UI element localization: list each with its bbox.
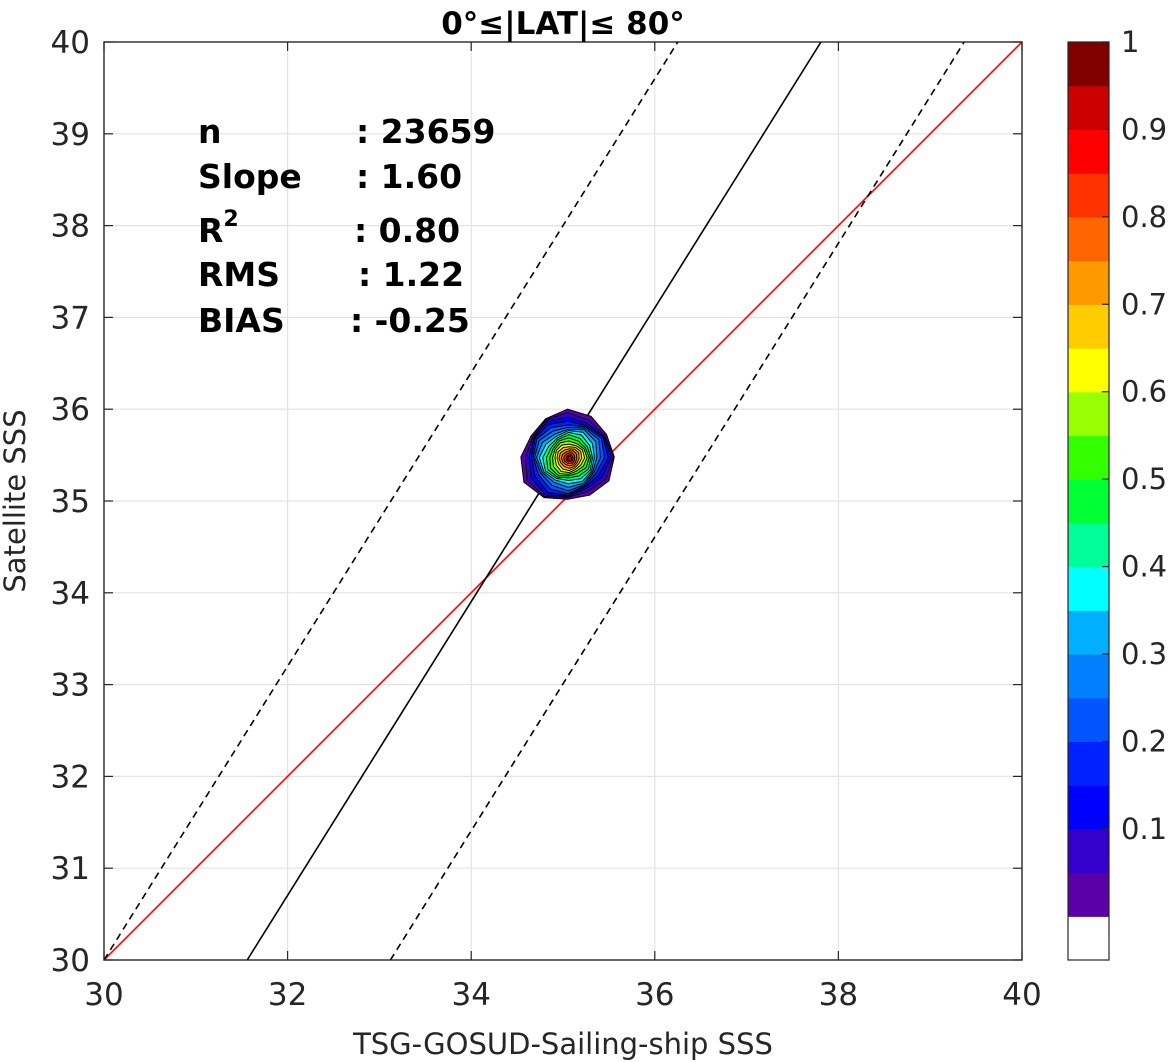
colorbar-swatch bbox=[1068, 85, 1109, 131]
contour-level-19 bbox=[567, 455, 573, 461]
stat-r2-superscript: 2 bbox=[223, 207, 238, 232]
colorbar-swatch bbox=[1068, 435, 1109, 480]
x-tick-label: 30 bbox=[84, 977, 123, 1013]
colorbar bbox=[1067, 41, 1110, 961]
colorbar-swatch bbox=[1068, 522, 1109, 568]
statistics-box: n : 23659 Slope : 1.60 R2 : 0.80 RMS : 1… bbox=[198, 112, 496, 340]
stat-r2-label: R2 bbox=[198, 207, 239, 250]
y-tick-label: 33 bbox=[51, 668, 90, 704]
stat-n-label: n bbox=[198, 112, 222, 151]
density-contours bbox=[520, 408, 615, 500]
colorbar-tick-label: 0.8 bbox=[1121, 200, 1167, 234]
colorbar-swatch bbox=[1068, 216, 1109, 262]
regression-lines bbox=[104, 42, 1022, 960]
colorbar-swatch bbox=[1068, 872, 1109, 917]
colorbar-swatch bbox=[1068, 348, 1109, 393]
colorbar-swatch bbox=[1068, 173, 1109, 218]
stat-slope-label: Slope bbox=[198, 157, 302, 196]
colorbar-tick-label: 0.5 bbox=[1121, 462, 1167, 496]
colorbar-swatch bbox=[1068, 610, 1109, 655]
x-tick-labels: 30 32 34 36 38 40 bbox=[84, 977, 1041, 1013]
y-axis-label: Satellite SSS bbox=[0, 409, 32, 592]
colorbar-swatch bbox=[1068, 391, 1109, 437]
colorbar-tick-label: 0.9 bbox=[1121, 112, 1167, 146]
colorbar-tick-label: 1 bbox=[1121, 25, 1139, 59]
y-tick-label: 34 bbox=[51, 576, 90, 612]
colorbar-swatch bbox=[1068, 129, 1109, 174]
y-tick-label: 30 bbox=[51, 943, 90, 979]
colorbar-tick-label: 0.7 bbox=[1121, 287, 1167, 321]
colorbar-swatch bbox=[1068, 566, 1109, 611]
colorbar-swatch bbox=[1068, 916, 1109, 961]
fit-lower-line bbox=[389, 42, 965, 960]
stat-r2-value: : 0.80 bbox=[354, 211, 460, 250]
colorbar-swatch bbox=[1068, 741, 1109, 786]
colorbar-swatch bbox=[1068, 479, 1109, 524]
y-tick-label: 40 bbox=[51, 25, 90, 61]
colorbar-swatch bbox=[1068, 304, 1109, 349]
colorbar-swatch bbox=[1068, 697, 1109, 743]
colorbar-tick-label: 0.6 bbox=[1121, 375, 1167, 409]
x-tick-label: 36 bbox=[635, 977, 674, 1013]
colorbar-tick-label: 0.4 bbox=[1121, 550, 1167, 584]
fit-upper-line bbox=[104, 42, 679, 960]
y-tick-label: 32 bbox=[51, 759, 90, 795]
stat-rms-value: : 1.22 bbox=[358, 255, 464, 294]
colorbar-tick-labels: 0.1 0.2 0.3 0.4 0.5 0.6 0.7 0.8 0.9 1 bbox=[1121, 25, 1167, 846]
y-tick-label: 39 bbox=[51, 117, 90, 153]
chart-title: 0°≤|LAT|≤ 80° bbox=[441, 6, 685, 42]
colorbar-swatch bbox=[1068, 828, 1109, 874]
y-tick-label: 36 bbox=[51, 392, 90, 428]
colorbar-swatch bbox=[1068, 785, 1109, 830]
x-tick-label: 34 bbox=[451, 977, 490, 1013]
stat-n-value: : 23659 bbox=[356, 112, 496, 151]
colorbar-swatch bbox=[1068, 260, 1109, 305]
stat-slope-value: : 1.60 bbox=[356, 157, 462, 196]
x-axis-label: TSG-GOSUD-Sailing-ship SSS bbox=[352, 1027, 773, 1061]
fit-line bbox=[246, 42, 822, 960]
y-tick-label: 38 bbox=[51, 209, 90, 245]
colorbar-tick-label: 0.3 bbox=[1121, 637, 1167, 671]
stat-bias-label: BIAS bbox=[198, 301, 285, 340]
stat-bias-value: : -0.25 bbox=[350, 301, 470, 340]
y-tick-label: 35 bbox=[51, 484, 90, 520]
colorbar-tick-label: 0.1 bbox=[1121, 812, 1167, 846]
x-tick-label: 40 bbox=[1002, 977, 1041, 1013]
y-tick-labels: 30 31 32 33 34 35 36 37 38 39 40 bbox=[51, 25, 90, 979]
colorbar-swatch bbox=[1068, 42, 1109, 87]
axes-frame bbox=[103, 41, 1023, 961]
colorbar-frame bbox=[1067, 41, 1110, 961]
y-tick-label: 37 bbox=[51, 300, 90, 336]
x-tick-label: 32 bbox=[268, 977, 307, 1013]
x-tick-label: 38 bbox=[819, 977, 858, 1013]
colorbar-tick-label: 0.2 bbox=[1121, 724, 1167, 758]
stat-rms-label: RMS bbox=[198, 255, 280, 294]
colorbar-swatch bbox=[1068, 654, 1109, 699]
y-tick-label: 31 bbox=[51, 851, 90, 887]
